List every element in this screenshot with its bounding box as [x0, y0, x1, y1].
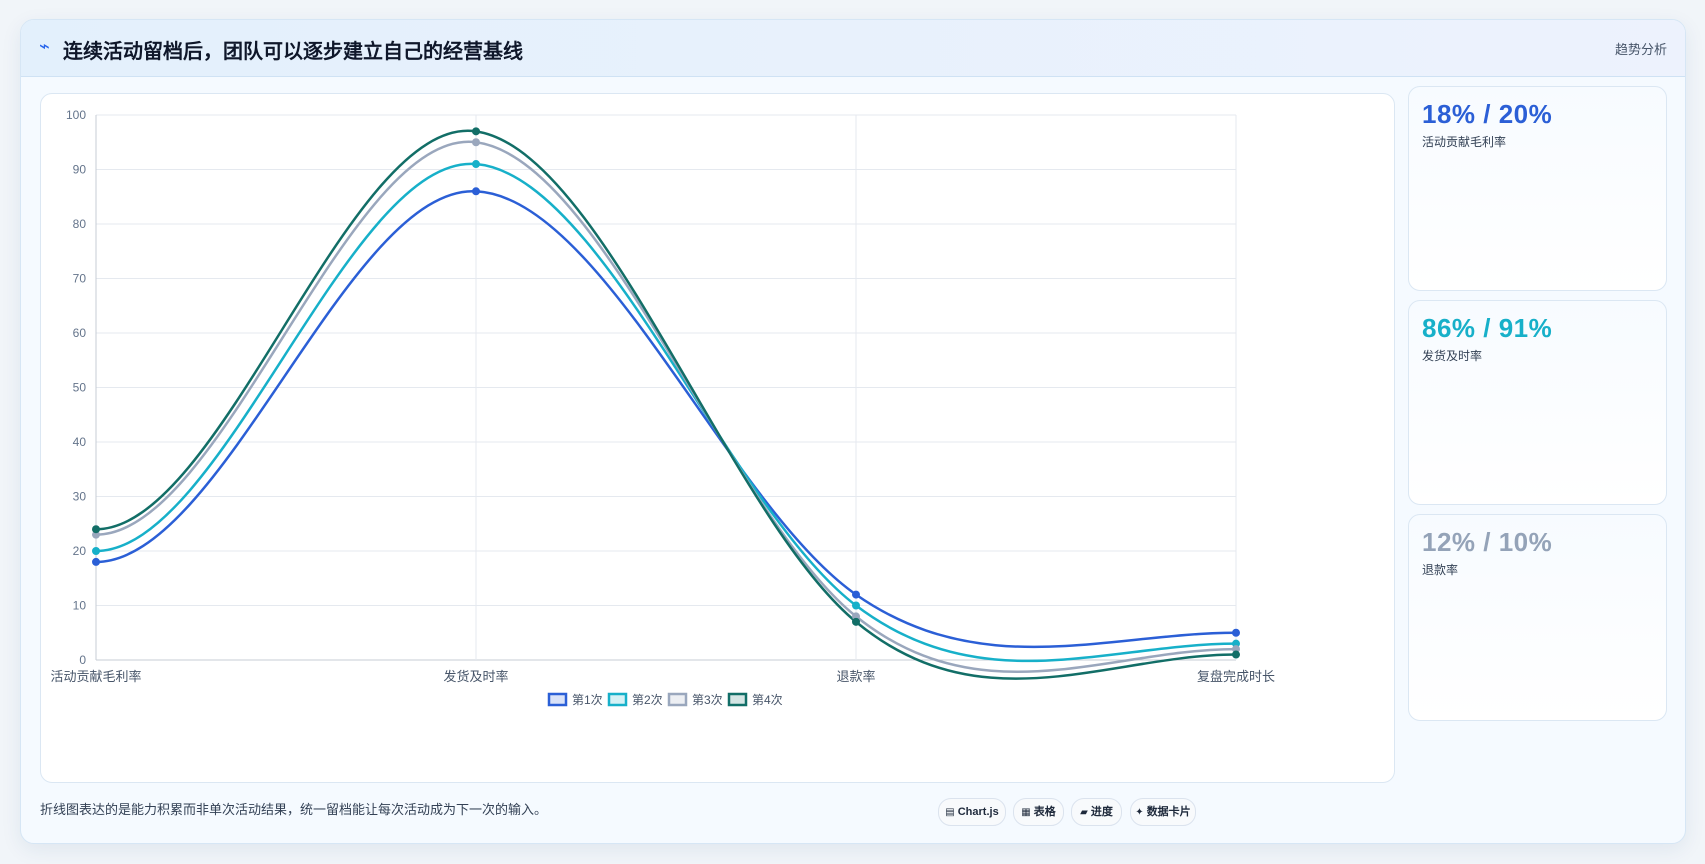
- stat-label: 活动贡献毛利率: [1422, 135, 1507, 149]
- stat-value: 12% / 10%: [1422, 527, 1553, 557]
- tag-label: Chart.js: [957, 806, 999, 818]
- data-point: [92, 547, 100, 555]
- tag-label: 进度: [1090, 806, 1113, 818]
- data-point: [92, 557, 100, 566]
- legend-swatch: [607, 692, 628, 707]
- page-title: 连续活动留档后，团队可以逐步建立自己的经营基线: [63, 41, 523, 63]
- data-point: [1232, 650, 1240, 659]
- legend-swatch: [727, 692, 748, 707]
- data-point: [852, 590, 860, 599]
- tag-label: 数据卡片: [1146, 806, 1191, 818]
- stat-card-margin: 18% / 20% 活动贡献毛利率: [1408, 86, 1667, 291]
- data-point: [1232, 628, 1240, 637]
- legend-swatch: [547, 692, 568, 707]
- x-tick-label: 退款率: [836, 669, 875, 684]
- series-line: [95, 162, 1237, 663]
- series-line: [95, 190, 1237, 649]
- table-icon: ▦: [1021, 807, 1031, 818]
- tag-progress[interactable]: ▰ 进度: [1071, 798, 1122, 826]
- y-tick-label: 60: [73, 326, 87, 340]
- y-tick-label: 80: [73, 217, 87, 231]
- tag-data-card[interactable]: ✦ 数据卡片: [1130, 798, 1196, 826]
- footer-note: 折线图表达的是能力积累而非单次活动结果，统一留档能让每次活动成为下一次的输入。: [40, 802, 548, 817]
- y-tick-label: 0: [79, 653, 86, 667]
- series-line: [95, 129, 1237, 680]
- data-point: [472, 187, 480, 196]
- panel-header: ⌁ 连续活动留档后，团队可以逐步建立自己的经营基线 趋势分析: [21, 20, 1685, 77]
- y-tick-label: 90: [73, 163, 87, 177]
- x-tick-label: 复盘完成时长: [1197, 669, 1275, 684]
- data-point: [852, 601, 860, 610]
- y-tick-label: 30: [73, 490, 87, 504]
- legend-label: 第4次: [752, 693, 783, 707]
- y-tick-label: 100: [66, 108, 86, 122]
- tag-chartjs[interactable]: ▤ Chart.js: [938, 798, 1006, 826]
- stat-value: 18% / 20%: [1422, 99, 1553, 129]
- y-tick-label: 20: [73, 544, 87, 558]
- x-tick-label: 发货及时率: [443, 669, 508, 684]
- stat-value: 86% / 91%: [1422, 313, 1553, 343]
- chart-icon: ▤: [945, 807, 955, 818]
- line-chart: 0 10 20 30 40 50 60 70 80 90 100 活动贡献毛利率 发货及时率 退款率 复盘完…: [50, 108, 1275, 707]
- legend-label: 第1次: [572, 693, 603, 707]
- y-tick-label: 70: [73, 272, 87, 286]
- data-point: [92, 525, 100, 534]
- line-chart-card: 0 10 20 30 40 50 60 70 80 90 100 活动贡献毛利率 发货及时率 退款率 复盘完…: [40, 93, 1395, 783]
- series-line: [95, 140, 1237, 674]
- stat-card-delivery: 86% / 91% 发货及时率: [1408, 300, 1667, 505]
- trend-analysis-link[interactable]: 趋势分析: [1614, 42, 1667, 57]
- x-tick-label: 活动贡献毛利率: [50, 669, 141, 684]
- legend-label: 第3次: [692, 693, 723, 707]
- sparkle-icon: ✦: [1135, 807, 1144, 818]
- stat-label: 退款率: [1422, 563, 1459, 577]
- tag-table[interactable]: ▦ 表格: [1013, 798, 1064, 826]
- stat-card-refund: 12% / 10% 退款率: [1408, 514, 1667, 721]
- data-point: [472, 127, 480, 136]
- data-point: [472, 160, 480, 169]
- progress-icon: ▰: [1080, 807, 1088, 818]
- y-tick-label: 50: [73, 381, 87, 395]
- dashboard-panel: ⌁ 连续活动留档后，团队可以逐步建立自己的经营基线 趋势分析 0 10 20 30 40…: [20, 19, 1686, 844]
- data-point: [472, 138, 480, 147]
- trend-arrow-icon: ⌁: [39, 36, 50, 56]
- y-tick-label: 10: [73, 599, 87, 613]
- legend-swatch: [667, 692, 688, 707]
- data-point: [852, 617, 860, 626]
- tag-label: 表格: [1033, 806, 1056, 818]
- legend-label: 第2次: [632, 693, 663, 707]
- y-tick-label: 40: [73, 435, 87, 449]
- stat-label: 发货及时率: [1422, 349, 1483, 363]
